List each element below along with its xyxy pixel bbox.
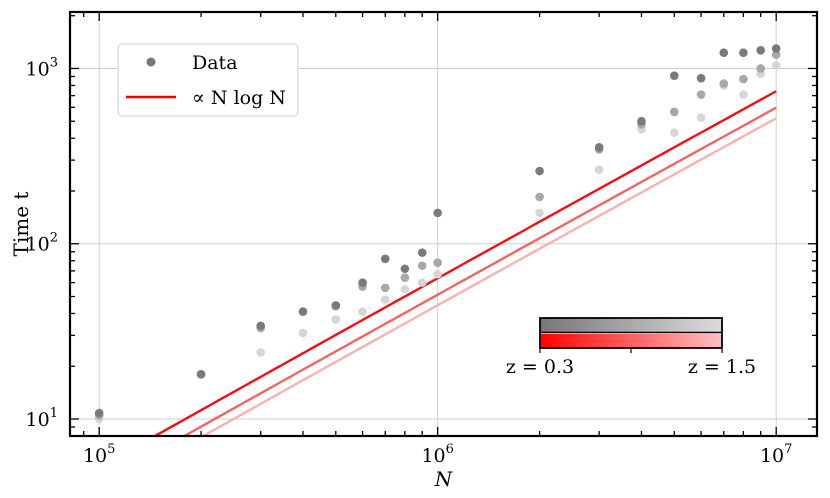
data-point [756,45,765,55]
data-point [739,48,748,58]
data-point [433,269,442,279]
data-point [696,90,706,99]
data-point [256,321,265,331]
data-point [358,307,367,316]
data-point [380,283,390,293]
data-point [669,71,679,80]
data-point [196,369,206,379]
data-point [594,143,604,152]
colorbar-red [540,334,722,348]
data-point [696,73,706,83]
y-axis-label: Time t [9,192,33,257]
data-point [433,208,442,218]
data-point [535,166,544,176]
data-point [771,44,781,53]
data-point [380,254,390,264]
data-point [719,48,729,58]
data-point [331,301,341,310]
legend: Data ∝ N log N [117,43,299,117]
data-point [719,79,729,88]
data-point [535,208,544,218]
data-point [417,248,427,257]
data-point [256,348,265,357]
y-tick-label: 101 [26,406,58,431]
x-tick-label: 105 [83,442,115,467]
plot-frame [68,10,819,438]
plot-area [94,44,781,436]
data-point [739,90,748,99]
data-point [756,64,765,73]
data-point [771,50,781,59]
data-point [298,307,308,316]
colorbar-min-label: z = 0.3 [506,356,574,378]
axis-labels: 105 106 107 101 102 103 N Time t [9,55,792,491]
data-point [400,264,410,274]
data-point [400,284,410,294]
fit-line-z-0.9 [181,106,777,436]
data-point [417,278,427,287]
data-point [298,328,308,338]
data-point [669,128,679,138]
data-point [669,107,679,117]
x-axis-label: N [434,467,454,491]
x-tick-label: 106 [421,442,453,467]
fit-line-z-0.3 [152,90,777,436]
data-point [417,261,427,270]
data-point [594,165,604,174]
data-point [331,315,341,324]
y-tick-label: 103 [26,55,58,80]
data-point [433,258,442,267]
legend-marker-data [146,57,156,67]
data-point [637,116,646,126]
data-point [696,113,706,122]
colorbar: z = 0.3 z = 1.5 [506,317,756,378]
data-point [358,278,367,287]
data-point [400,273,410,283]
x-tick-label: 107 [760,442,792,467]
legend-label-fit: ∝ N log N [192,87,286,109]
data-point [535,192,544,202]
data-point [771,61,781,70]
colorbar-max-label: z = 1.5 [688,356,756,378]
legend-label-data: Data [192,52,238,74]
colorbar-gray [540,318,722,332]
axis-ticks [70,12,817,437]
fit-line-z-1.5 [200,117,777,436]
data-point [94,408,104,418]
y-tick-label: 102 [26,231,58,256]
data-point [380,295,390,304]
data-point [739,74,748,84]
